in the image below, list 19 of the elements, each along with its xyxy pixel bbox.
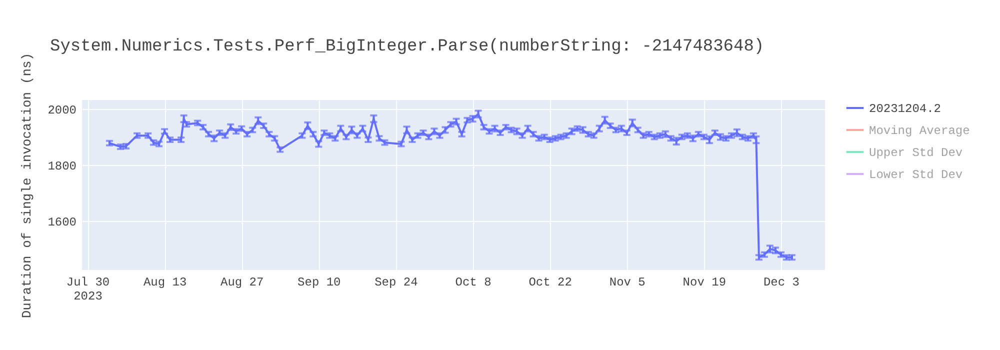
legend-label: Moving Average xyxy=(869,124,970,138)
chart-title: System.Numerics.Tests.Perf_BigInteger.Parse(numberString: -2147483648) xyxy=(50,37,764,56)
x-tick-label: Oct 22 xyxy=(528,276,572,290)
x-tick-label: Nov 19 xyxy=(682,276,726,290)
legend-label: Upper Std Dev xyxy=(869,146,963,160)
legend-label: 20231204.2 xyxy=(869,102,942,116)
x-tick-label: Dec 3 xyxy=(763,276,800,290)
y-tick-label: 2000 xyxy=(48,103,76,118)
y-tick-label: 1800 xyxy=(48,159,76,174)
y-tick-label: 1600 xyxy=(48,215,76,230)
x-tick-label: Sep 24 xyxy=(374,276,418,290)
x-tick-label: Sep 10 xyxy=(298,276,341,290)
x-tick-label: Aug 27 xyxy=(220,276,264,290)
y-axis-title: Duration of single invocation (ns) xyxy=(20,52,35,318)
legend-label: Lower Std Dev xyxy=(869,168,963,182)
x-tick-label: Oct 8 xyxy=(455,276,492,290)
x-tick-label: Aug 13 xyxy=(143,276,187,290)
x-tick-label: Nov 5 xyxy=(609,276,646,290)
x-tick-label: Jul 30 2023 xyxy=(66,276,110,304)
